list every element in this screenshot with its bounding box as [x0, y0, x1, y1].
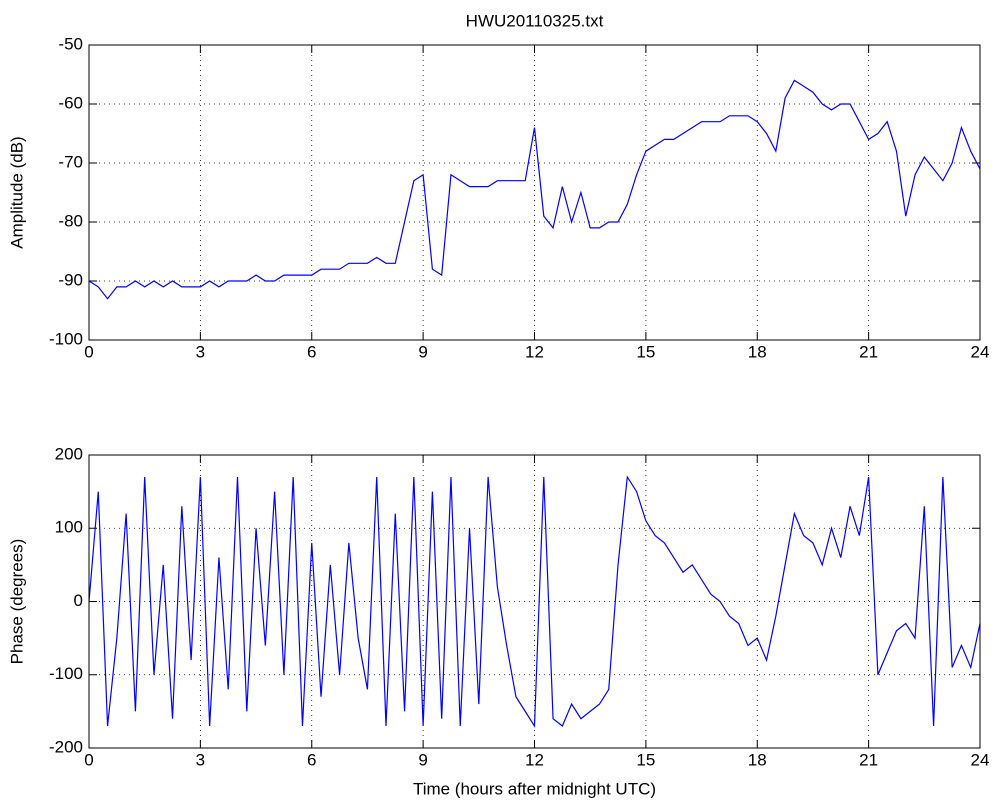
x-tick-label: 9	[418, 750, 427, 769]
y-axis-label: Phase (degrees)	[7, 539, 26, 665]
y-tick-label: -60	[58, 93, 83, 112]
x-tick-label: 18	[748, 342, 767, 361]
y-tick-label: -100	[49, 664, 83, 683]
data-line	[88, 79, 981, 300]
x-tick-label: 21	[859, 342, 878, 361]
x-tick-label: 12	[525, 342, 544, 361]
axes-frame	[88, 44, 981, 341]
x-axis-label: Time (hours after midnight UTC)	[413, 779, 656, 798]
x-tick-label: 15	[636, 750, 655, 769]
y-axis-label: Amplitude (dB)	[7, 136, 26, 248]
y-tick-label: -70	[58, 152, 83, 171]
x-tick-label: 18	[748, 750, 767, 769]
y-tick-label: 200	[55, 444, 83, 463]
x-tick-label: 15	[636, 342, 655, 361]
chart-title: HWU20110325.txt	[466, 11, 604, 30]
x-tick-label: 21	[859, 750, 878, 769]
data-line	[88, 475, 981, 728]
x-tick-label: 3	[196, 750, 205, 769]
y-tick-label: -200	[49, 737, 83, 756]
y-tick-label: 0	[74, 591, 83, 610]
x-tick-label: 0	[84, 750, 93, 769]
x-tick-label: 12	[525, 750, 544, 769]
y-tick-label: -50	[58, 34, 83, 53]
x-tick-label: 0	[84, 342, 93, 361]
axes-frame	[88, 454, 981, 749]
x-tick-label: 24	[971, 750, 990, 769]
x-tick-label: 3	[196, 342, 205, 361]
y-tick-label: -80	[58, 211, 83, 230]
x-tick-label: 6	[307, 750, 316, 769]
y-tick-label: -100	[49, 329, 83, 348]
x-tick-label: 24	[971, 342, 990, 361]
x-tick-label: 9	[418, 342, 427, 361]
y-tick-label: -90	[58, 270, 83, 289]
y-tick-label: 100	[55, 518, 83, 537]
x-tick-label: 6	[307, 342, 316, 361]
